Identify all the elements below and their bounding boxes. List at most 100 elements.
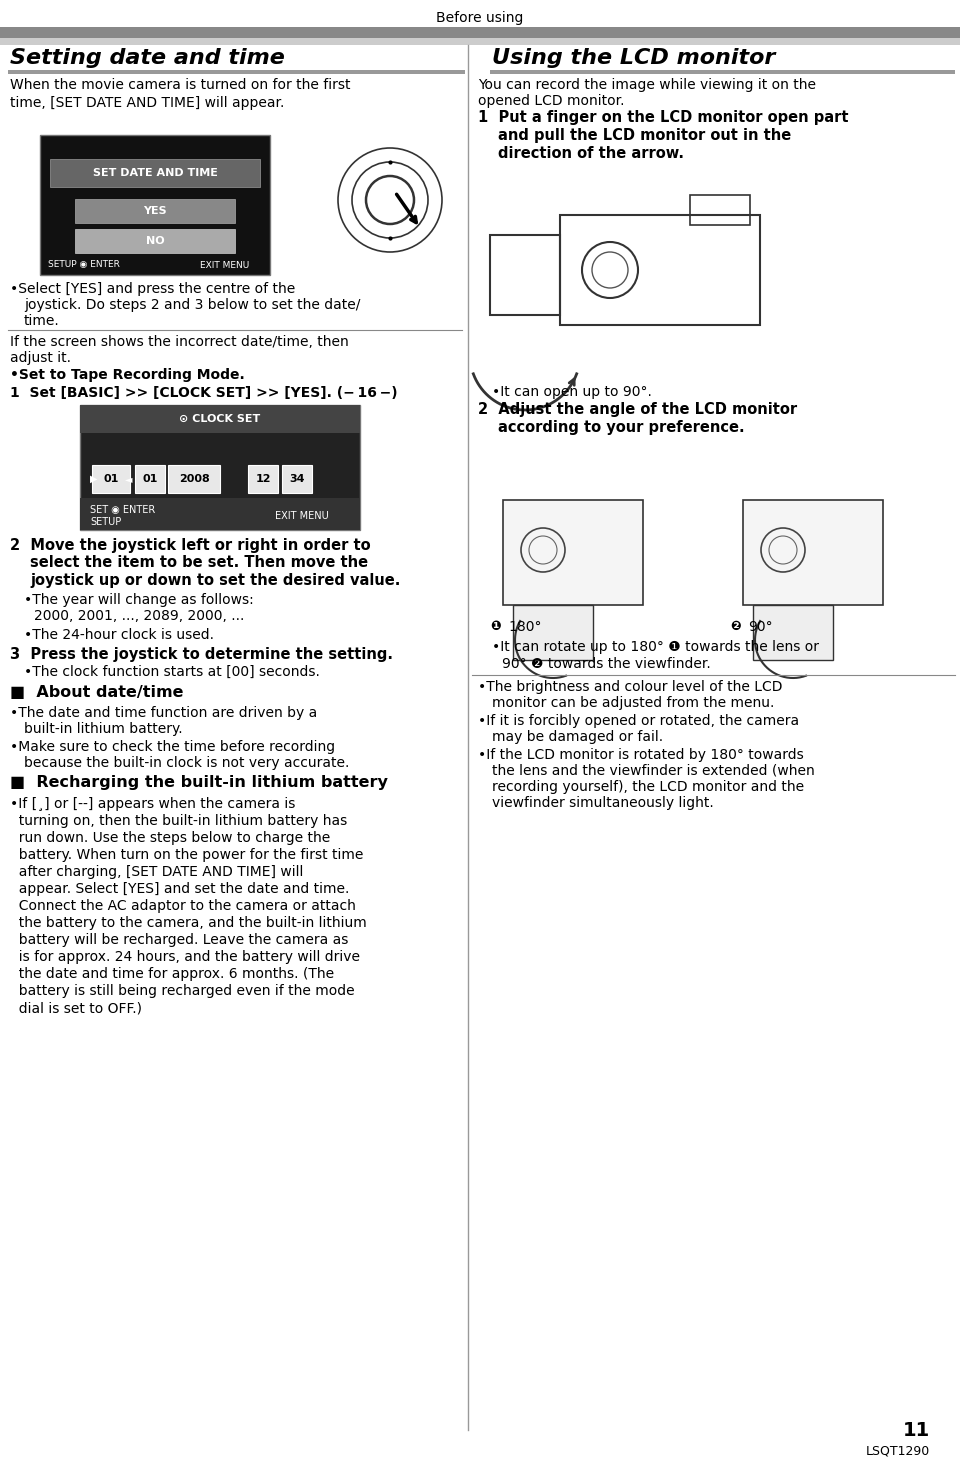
Text: SET ◉ ENTER: SET ◉ ENTER bbox=[90, 505, 156, 515]
Text: Before using: Before using bbox=[436, 10, 524, 25]
Text: •Set to Tape Recording Mode.: •Set to Tape Recording Mode. bbox=[10, 368, 245, 383]
Text: Connect the AC adaptor to the camera or attach: Connect the AC adaptor to the camera or … bbox=[10, 899, 356, 913]
Text: because the built-in clock is not very accurate.: because the built-in clock is not very a… bbox=[24, 756, 349, 770]
Text: 01: 01 bbox=[142, 474, 157, 484]
Text: 90° ❷ towards the viewfinder.: 90° ❷ towards the viewfinder. bbox=[502, 657, 710, 671]
Text: may be damaged or fail.: may be damaged or fail. bbox=[492, 730, 663, 744]
Text: battery. When turn on the power for the first time: battery. When turn on the power for the … bbox=[10, 848, 364, 863]
Bar bbox=[80, 498, 360, 530]
Bar bbox=[75, 199, 235, 223]
Text: run down. Use the steps below to charge the: run down. Use the steps below to charge … bbox=[10, 832, 330, 845]
Text: direction of the arrow.: direction of the arrow. bbox=[498, 146, 684, 161]
Text: the battery to the camera, and the built-in lithium: the battery to the camera, and the built… bbox=[10, 916, 367, 931]
Text: according to your preference.: according to your preference. bbox=[498, 419, 745, 436]
Bar bbox=[490, 235, 560, 315]
Text: ◄: ◄ bbox=[125, 474, 132, 484]
Text: EXIT MENU: EXIT MENU bbox=[200, 260, 250, 269]
Bar bbox=[282, 465, 312, 493]
Bar bbox=[503, 501, 643, 606]
Bar bbox=[8, 69, 465, 74]
Text: ❶: ❶ bbox=[490, 620, 500, 634]
Text: adjust it.: adjust it. bbox=[10, 352, 71, 365]
Bar bbox=[560, 216, 760, 325]
Text: 2000, 2001, ..., 2089, 2000, ...: 2000, 2001, ..., 2089, 2000, ... bbox=[34, 609, 245, 623]
Text: battery is still being recharged even if the mode: battery is still being recharged even if… bbox=[10, 984, 354, 998]
Text: ▶: ▶ bbox=[90, 474, 98, 484]
Text: If the screen shows the incorrect date/time, then: If the screen shows the incorrect date/t… bbox=[10, 335, 348, 349]
Text: ■  Recharging the built-in lithium battery: ■ Recharging the built-in lithium batter… bbox=[10, 775, 388, 790]
Text: •The clock function starts at [00] seconds.: •The clock function starts at [00] secon… bbox=[24, 665, 320, 679]
Text: after charging, [SET DATE AND TIME] will: after charging, [SET DATE AND TIME] will bbox=[10, 866, 303, 879]
Text: When the movie camera is turned on for the first
time, [SET DATE AND TIME] will : When the movie camera is turned on for t… bbox=[10, 78, 350, 111]
Bar bbox=[0, 27, 960, 38]
Bar bbox=[168, 465, 220, 493]
Text: 180°: 180° bbox=[508, 620, 541, 634]
Text: •The date and time function are driven by a: •The date and time function are driven b… bbox=[10, 706, 317, 719]
Text: 2  Adjust the angle of the LCD monitor: 2 Adjust the angle of the LCD monitor bbox=[478, 402, 797, 417]
Text: SETUP: SETUP bbox=[90, 517, 121, 527]
Bar bbox=[743, 501, 883, 606]
Text: opened LCD monitor.: opened LCD monitor. bbox=[478, 95, 625, 108]
Bar bbox=[690, 195, 750, 225]
Text: EXIT MENU: EXIT MENU bbox=[275, 511, 328, 521]
Text: Using the LCD monitor: Using the LCD monitor bbox=[492, 47, 776, 68]
Text: 01: 01 bbox=[104, 474, 119, 484]
Text: SET DATE AND TIME: SET DATE AND TIME bbox=[92, 168, 217, 179]
Text: •If [¸] or [--] appears when the camera is: •If [¸] or [--] appears when the camera … bbox=[10, 798, 296, 811]
Text: •Make sure to check the time before recording: •Make sure to check the time before reco… bbox=[10, 740, 335, 753]
Text: •The brightness and colour level of the LCD: •The brightness and colour level of the … bbox=[478, 679, 782, 694]
Text: You can record the image while viewing it on the: You can record the image while viewing i… bbox=[478, 78, 816, 92]
Bar bbox=[513, 606, 593, 660]
Text: time.: time. bbox=[24, 315, 60, 328]
Text: Setting date and time: Setting date and time bbox=[10, 47, 285, 68]
Bar bbox=[80, 405, 360, 433]
Text: LSQT1290: LSQT1290 bbox=[866, 1445, 930, 1458]
Text: •The year will change as follows:: •The year will change as follows: bbox=[24, 592, 253, 607]
Text: joystick up or down to set the desired value.: joystick up or down to set the desired v… bbox=[30, 573, 400, 588]
Bar bbox=[0, 38, 960, 44]
Text: 90°: 90° bbox=[748, 620, 773, 634]
Text: 2  Move the joystick left or right in order to: 2 Move the joystick left or right in ord… bbox=[10, 538, 371, 552]
Text: •Select [YES] and press the centre of the: •Select [YES] and press the centre of th… bbox=[10, 282, 296, 295]
Bar bbox=[753, 606, 833, 660]
Text: monitor can be adjusted from the menu.: monitor can be adjusted from the menu. bbox=[492, 696, 775, 710]
Bar bbox=[75, 229, 235, 253]
Text: dial is set to OFF.): dial is set to OFF.) bbox=[10, 1001, 142, 1015]
Text: 2008: 2008 bbox=[179, 474, 209, 484]
Text: •If the LCD monitor is rotated by 180° towards: •If the LCD monitor is rotated by 180° t… bbox=[478, 747, 804, 762]
Text: the lens and the viewfinder is extended (when: the lens and the viewfinder is extended … bbox=[492, 764, 815, 778]
Text: built-in lithium battery.: built-in lithium battery. bbox=[24, 722, 182, 736]
Text: •It can rotate up to 180° ❶ towards the lens or: •It can rotate up to 180° ❶ towards the … bbox=[492, 640, 819, 654]
Text: appear. Select [YES] and set the date and time.: appear. Select [YES] and set the date an… bbox=[10, 882, 349, 897]
Text: •If it is forcibly opened or rotated, the camera: •If it is forcibly opened or rotated, th… bbox=[478, 713, 799, 728]
Text: 34: 34 bbox=[289, 474, 304, 484]
Text: turning on, then the built-in lithium battery has: turning on, then the built-in lithium ba… bbox=[10, 814, 348, 829]
Text: SETUP ◉ ENTER: SETUP ◉ ENTER bbox=[48, 260, 120, 269]
Text: NO: NO bbox=[146, 236, 164, 247]
Text: 3  Press the joystick to determine the setting.: 3 Press the joystick to determine the se… bbox=[10, 647, 393, 662]
Text: viewfinder simultaneously light.: viewfinder simultaneously light. bbox=[492, 796, 713, 809]
Bar bbox=[40, 134, 270, 275]
Text: battery will be recharged. Leave the camera as: battery will be recharged. Leave the cam… bbox=[10, 933, 348, 947]
Text: joystick. Do steps 2 and 3 below to set the date/: joystick. Do steps 2 and 3 below to set … bbox=[24, 298, 360, 312]
Text: and pull the LCD monitor out in the: and pull the LCD monitor out in the bbox=[498, 128, 791, 143]
Bar bbox=[490, 69, 955, 74]
Bar bbox=[50, 160, 260, 188]
Text: •The 24-hour clock is used.: •The 24-hour clock is used. bbox=[24, 628, 214, 642]
Bar bbox=[80, 405, 360, 530]
Text: 1  Set [BASIC] >> [CLOCK SET] >> [YES]. (− 16 −): 1 Set [BASIC] >> [CLOCK SET] >> [YES]. (… bbox=[10, 385, 397, 400]
Text: select the item to be set. Then move the: select the item to be set. Then move the bbox=[30, 555, 368, 570]
Text: is for approx. 24 hours, and the battery will drive: is for approx. 24 hours, and the battery… bbox=[10, 950, 360, 964]
Text: 11: 11 bbox=[902, 1421, 930, 1440]
Text: 1  Put a finger on the LCD monitor open part: 1 Put a finger on the LCD monitor open p… bbox=[478, 109, 849, 126]
Text: the date and time for approx. 6 months. (The: the date and time for approx. 6 months. … bbox=[10, 967, 334, 981]
Text: recording yourself), the LCD monitor and the: recording yourself), the LCD monitor and… bbox=[492, 780, 804, 795]
Text: 12: 12 bbox=[255, 474, 271, 484]
Bar bbox=[248, 465, 278, 493]
Text: ■  About date/time: ■ About date/time bbox=[10, 685, 183, 700]
Bar bbox=[92, 465, 130, 493]
Text: YES: YES bbox=[143, 205, 167, 216]
Text: •It can open up to 90°.: •It can open up to 90°. bbox=[492, 385, 652, 399]
Text: ⊙ CLOCK SET: ⊙ CLOCK SET bbox=[180, 414, 260, 424]
Bar bbox=[135, 465, 165, 493]
